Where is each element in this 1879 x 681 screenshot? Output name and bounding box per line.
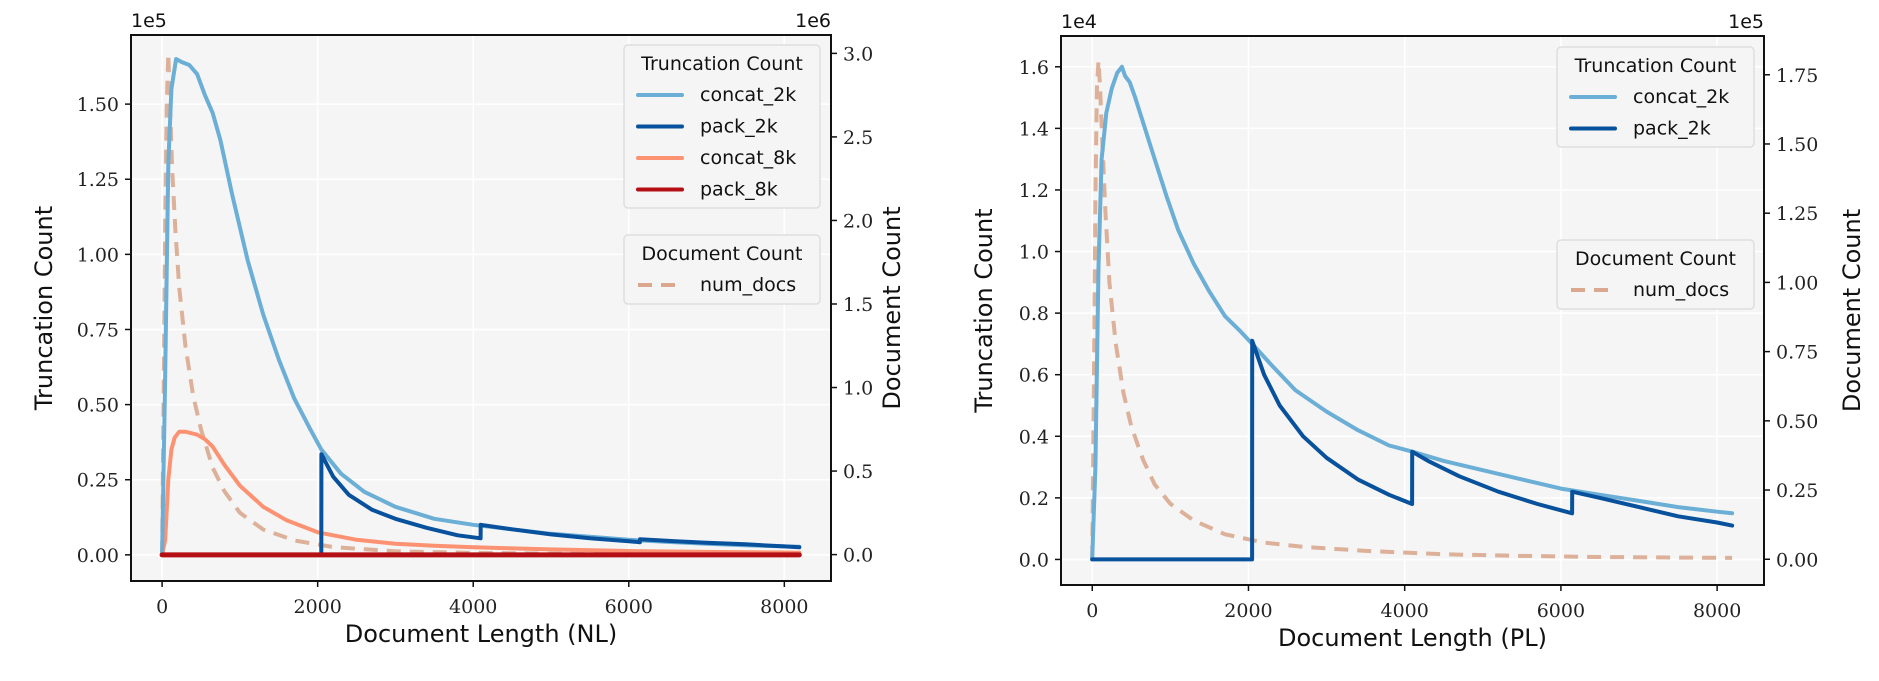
y-tick-label: 1.00 [77,244,119,266]
x-tick-label: 6000 [1537,600,1585,622]
y2-axis-label: Document Count [1838,209,1866,412]
legend-label-concat_2k: concat_2k [1633,86,1729,108]
y-tick-label: 1.0 [1019,242,1049,264]
legend-document-count: Document Count num_docs [623,234,821,305]
y-axis-label: Truncation Count [970,208,998,413]
x-tick-label: 8000 [1693,600,1741,622]
series-group [1090,58,1735,562]
y2-tick-label: 0.00 [1776,549,1818,571]
legend-title: Document Count [1575,248,1736,270]
y2-tick-label: 2.0 [843,210,873,232]
y-tick-label: 0.00 [77,545,119,567]
chart-1: 0 2000 4000 6000 8000 0.00 0.25 0.50 0.75 1.00 1.2… [30,10,906,648]
x-tick-label: 0 [1086,600,1098,622]
x-tick-label: 4000 [1381,600,1429,622]
y2-tick-label: 0.75 [1776,342,1818,364]
y2-tick-label: 1.25 [1776,203,1818,225]
legend-label-concat_8k: concat_8k [700,147,796,169]
legend-title: Truncation Count [1574,55,1737,77]
y-tick-label: 1.6 [1019,57,1049,79]
y-offset-label: 1e5 [131,10,167,32]
series-group [159,51,802,558]
y-tick-label: 1.50 [77,94,119,116]
y-tick-label: 1.2 [1019,180,1049,202]
legend-document-count: Document Count num_docs [1556,239,1755,310]
x-axis-label: Document Length (NL) [345,620,617,648]
series-line-pack_2k [1090,338,1735,562]
x-tick-label: 2000 [1224,600,1272,622]
y2-tick-label: 1.5 [843,294,873,316]
y-tick-label: 0.0 [1019,549,1049,571]
legend-title: Truncation Count [640,53,803,75]
y2-tick-label: 2.5 [843,127,873,149]
y-tick-label: 1.25 [77,169,119,191]
series-line-concat_2k [1090,64,1735,562]
y-axis-label: Truncation Count [30,206,58,411]
y2-axis-label: Document Count [878,206,906,409]
y-tick-label: 1.4 [1019,118,1049,140]
series-line-num_docs [1090,58,1733,560]
y-tick-label: 0.8 [1019,303,1049,325]
legend-label-num_docs: num_docs [700,274,796,296]
y-tick-label: 0.4 [1019,426,1049,448]
legend-label-num_docs: num_docs [1633,279,1729,301]
legend-box [1556,46,1755,148]
y2-tick-label: 0.25 [1776,480,1818,502]
axes-frame [130,34,832,582]
y-tick-label: 0.6 [1019,365,1049,387]
legend-label-concat_2k: concat_2k [700,84,796,106]
y-tick-label: 0.25 [77,470,119,492]
y2-tick-label: 1.00 [1776,272,1818,294]
axes-frame [1060,35,1765,586]
y2-tick-label: 0.0 [843,545,873,567]
y2-offset-label: 1e5 [1728,11,1764,33]
series-line-concat_8k [160,429,802,557]
legend-title: Document Count [642,243,803,265]
x-tick-label: 8000 [760,596,808,618]
y-tick-label: 0.75 [77,319,119,341]
legend-box [623,44,821,209]
legend-label-pack_2k: pack_2k [1633,118,1711,140]
series-line-pack_2k [160,452,802,557]
y2-tick-label: 0.50 [1776,411,1818,433]
legend-label-pack_8k: pack_8k [700,179,778,201]
y2-tick-label: 0.5 [843,461,873,483]
x-axis-label: Document Length (PL) [1278,624,1547,652]
x-tick-label: 4000 [449,596,497,618]
x-tick-label: 0 [156,596,168,618]
y-offset-label: 1e4 [1061,11,1097,33]
y2-tick-label: 1.50 [1776,134,1818,156]
x-tick-label: 6000 [605,596,653,618]
x-tick-label: 2000 [293,596,341,618]
y-tick-label: 0.2 [1019,488,1049,510]
chart-2: 0 2000 4000 6000 8000 0.0 0.2 0.4 0.6 0.8 1.0 1.2 1.… [970,11,1866,652]
legend-label-pack_2k: pack_2k [700,116,778,138]
y2-tick-label: 1.0 [843,378,873,400]
legend-truncation-count: Truncation Count concat_2k pack_2k [1556,46,1755,148]
legend-truncation-count: Truncation Count concat_2k pack_2k concat_8… [623,44,821,209]
y2-offset-label: 1e6 [795,10,831,32]
y2-tick-label: 3.0 [843,43,873,65]
y2-tick-label: 1.75 [1776,65,1818,87]
y-tick-label: 0.50 [77,395,119,417]
